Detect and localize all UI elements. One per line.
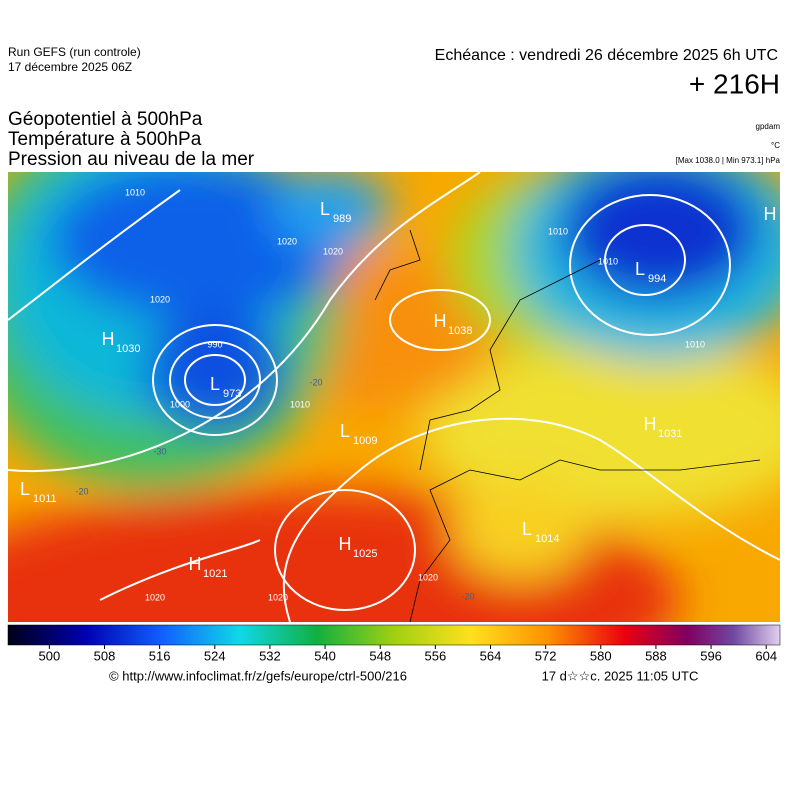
generated-time: 17 d☆☆c. 2025 11:05 UTC	[542, 668, 699, 683]
pressure-center-letter: H	[339, 534, 352, 554]
pressure-center-letter: H	[764, 204, 777, 224]
pressure-center-value: 989	[333, 213, 351, 225]
source-url: © http://www.infoclimat.fr/z/gefs/europe…	[109, 668, 407, 683]
unit-geopotential: gpdam	[756, 122, 781, 131]
colorbar-tick-label: 556	[425, 648, 447, 663]
pressure-center-letter: H	[434, 311, 447, 331]
colorbar	[7, 624, 781, 646]
colorbar-tick-label: 540	[314, 648, 336, 663]
map	[8, 172, 780, 622]
colorbar-tick-label: 564	[480, 648, 502, 663]
unit-temperature: °C	[771, 141, 780, 150]
colorbar-tick-label: 604	[755, 648, 777, 663]
pressure-center-value: 1014	[535, 533, 559, 545]
pressure-center-letter: L	[635, 259, 645, 279]
colorbar-tick-label: 500	[39, 648, 61, 663]
pressure-center-letter: H	[102, 329, 115, 349]
isobar-label: 1000	[170, 399, 190, 409]
pressure-center-value: 1038	[448, 325, 472, 337]
isobar-label: 1020	[418, 572, 438, 582]
isobar-label: 1020	[277, 236, 297, 246]
isobar-label: 1010	[685, 339, 705, 349]
colorbar-tick-label: 580	[590, 648, 612, 663]
colorbar-tick-label: 548	[369, 648, 391, 663]
pressure-center-value: 1031	[658, 428, 682, 440]
isobar-label: 1020	[268, 592, 288, 602]
pressure-center-value: 994	[648, 273, 666, 285]
isobar-label: 1010	[598, 256, 618, 266]
field-3: Pression au niveau de la mer	[8, 149, 255, 170]
isobar-label: 1020	[150, 294, 170, 304]
isobar-label: 990	[207, 339, 222, 349]
isobar-label: 1010	[290, 399, 310, 409]
colorbar-tick-label: 572	[535, 648, 557, 663]
colorbar-tick-label: 524	[204, 648, 226, 663]
pressure-center-letter: H	[644, 414, 657, 434]
isobar-label: 1010	[125, 187, 145, 197]
colorbar-tick-label: 516	[149, 648, 171, 663]
unit-pressure: [Max 1038.0 | Min 973.1] hPa	[676, 156, 781, 165]
field-1: Géopotentiel à 500hPa	[8, 109, 203, 130]
pressure-center-value: 973	[223, 388, 241, 400]
pressure-center-letter: L	[320, 199, 330, 219]
temperature-label: -20	[309, 377, 322, 387]
colorbar-tick-label: 508	[94, 648, 116, 663]
lead-time: + 216H	[689, 68, 780, 99]
colorbar-tick-label: 532	[259, 648, 281, 663]
run-name: Run GEFS (run controle)	[8, 45, 141, 59]
isobar-label: 1020	[145, 592, 165, 602]
colorbar-tick-label: 588	[645, 648, 667, 663]
temperature-label: -20	[75, 486, 88, 496]
valid-time: Echéance : vendredi 26 décembre 2025 6h …	[435, 47, 778, 64]
temperature-label: -30	[153, 446, 166, 456]
pressure-center-letter: H	[189, 554, 202, 574]
pressure-center-letter: L	[210, 374, 220, 394]
pressure-center-letter: L	[340, 421, 350, 441]
pressure-center-value: 1009	[353, 435, 377, 447]
isobar-label: 1020	[323, 246, 343, 256]
isobar-label: 1010	[548, 226, 568, 236]
pressure-center-value: 1021	[203, 568, 227, 580]
pressure-center-value: 1011	[33, 493, 57, 505]
pressure-center-value: 1025	[353, 548, 377, 560]
pressure-center-letter: L	[20, 479, 30, 499]
pressure-center-letter: L	[522, 519, 532, 539]
temperature-label: -20	[461, 591, 474, 601]
colorbar-tick-label: 596	[700, 648, 722, 663]
run-date: 17 décembre 2025 06Z	[8, 60, 132, 74]
field-2: Température à 500hPa	[8, 129, 202, 150]
pressure-center-value: 1030	[116, 343, 140, 355]
